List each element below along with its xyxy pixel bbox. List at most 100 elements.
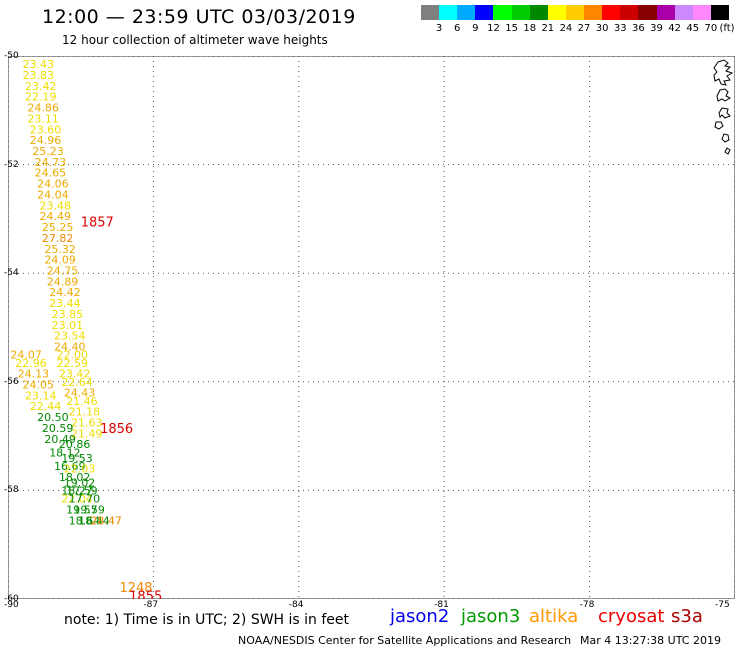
longitude-label: -81 [434,600,449,610]
wave-height-value: 18.27 [61,484,93,497]
wave-height-value: 16.69 [54,460,86,473]
wave-height-value: 28.47 [90,514,122,527]
wave-height-value: 19.59 [73,503,105,516]
pass-time-label: 1857 [81,216,114,231]
wave-height-value: 22.44 [30,400,61,413]
wave-height-value: 23.01 [52,319,83,332]
scale-swatch [493,5,513,20]
scale-swatch [692,5,712,20]
coastline-shape [721,133,730,143]
longitude-label: -87 [143,600,159,610]
wave-height-value: 24.73 [35,156,66,169]
wave-height-value: 23.54 [54,330,86,343]
scale-swatch [529,5,549,20]
scale-swatch [620,5,639,20]
wave-height-value: 20.86 [59,438,91,451]
scale-tick-label: 30 [595,23,609,34]
wave-height-value: 24.06 [37,178,69,191]
longitude-label: -84 [288,600,304,610]
wave-height-value: 25.23 [32,145,64,158]
wave-height-value: 23.44 [49,297,81,310]
page-subtitle: 12 hour collection of altimeter wave hei… [62,33,328,47]
wave-height-value: 20.49 [44,433,76,446]
wave-height-value: 24.86 [27,102,58,115]
wave-height-value: 21.49 [71,427,103,440]
scale-tick-label: 45 [686,23,700,34]
scale-swatch [656,5,676,20]
mission-cryosat: cryosat [598,606,665,627]
scale-unit-label: (ft) [719,23,735,34]
color-scale-legend: 3 6 9 12 15 18 21 24 27 30 33 36 39 42 45 70 (ft) [421,5,735,37]
scale-tick-label: 15 [505,23,518,34]
scale-tick-label: 39 [650,23,663,34]
scale-tick-label: 3 [435,23,443,34]
scale-swatch [565,5,585,20]
coastline-shape [718,107,731,119]
wave-height-value: 24.09 [44,254,76,267]
wave-height-value: 19.57 [66,503,98,516]
wave-height-value: 23.85 [52,308,83,321]
longitude-label: -75 [715,600,730,610]
wave-height-value: 18.64 [69,514,101,527]
wave-height-value: 19.02 [64,476,95,489]
wave-height-value: 27.82 [42,232,74,245]
wave-height-value: 23.48 [40,199,72,212]
wave-height-value: 20.50 [37,411,69,424]
scale-tick-label: 36 [632,23,645,34]
coastline-shape [713,59,734,86]
wave-height-value: 21.46 [66,395,98,408]
scale-swatch [602,5,621,20]
wave-height-value: 19.53 [61,452,93,465]
wave-height-value: 22.96 [15,357,47,370]
wave-height-value: 24.65 [35,167,66,180]
coastline-shape [724,147,731,155]
mission-s3a: s3a [671,606,703,627]
latitude-label: -54 [4,268,19,279]
wave-height-value: 18.44 [78,514,110,527]
coastline-shape [716,88,732,102]
map-canvas: 23.4323.8323.4222.1924.8623.1123.6024.96… [8,56,735,599]
wave-height-value: 24.05 [23,379,55,392]
scale-tick-label: 27 [577,23,591,34]
generated-timestamp: Mar 4 13:27:38 UTC 2019 [580,634,721,647]
wave-height-value: 23.11 [27,112,58,125]
latitude-label: -58 [4,485,19,496]
page-title: 12:00 — 23:59 UTC 03/03/2019 [42,6,356,28]
wave-height-value: 18.12 [49,446,81,459]
wave-height-value: 17.59 [66,484,98,497]
wave-height-value: 18.02 [59,471,91,484]
wave-height-value: 25.32 [44,243,76,256]
scale-swatch [457,5,476,20]
wave-height-value: 23.42 [59,368,91,381]
wave-height-value: 22.59 [56,357,88,370]
scale-swatch [439,5,458,20]
scale-swatch [511,5,531,20]
footnote: note: 1) Time is in UTC; 2) SWH is in fe… [64,612,350,628]
scale-swatch [584,5,603,20]
wave-height-value: 23.83 [23,69,55,82]
wave-height-value: 24.49 [40,210,72,223]
wave-height-value: 24.75 [47,264,78,277]
wave-height-value: 24.96 [30,134,61,147]
scale-tick-label: 18 [523,23,537,34]
wave-height-value: 24.42 [49,286,81,299]
wave-height-value: 24.43 [64,387,95,400]
wave-height-value: 25.25 [42,221,74,234]
scale-tick-label: 24 [559,23,573,34]
longitude-label: -78 [579,600,595,610]
mission-jason2: jason2 [390,606,450,627]
wave-height-value: 24.89 [47,275,78,288]
wave-height-value: 21.63 [71,417,103,430]
scale-swatch [674,5,694,20]
wave-height-value: 21.18 [69,406,101,419]
mission-jason3: jason3 [461,606,521,627]
pass-time-label: 1856 [100,422,133,437]
wave-height-value: 22.00 [56,349,88,362]
wave-height-value: 23.43 [23,58,55,71]
wave-height-value: 22.64 [61,376,93,389]
credit-line: NOAA/NESDIS Center for Satellite Applica… [238,634,572,647]
wave-height-value: 17.70 [69,493,101,506]
scale-tick-label: 33 [613,23,627,34]
wave-height-value: 24.13 [18,368,50,381]
latitude-label: -60 [4,594,19,604]
